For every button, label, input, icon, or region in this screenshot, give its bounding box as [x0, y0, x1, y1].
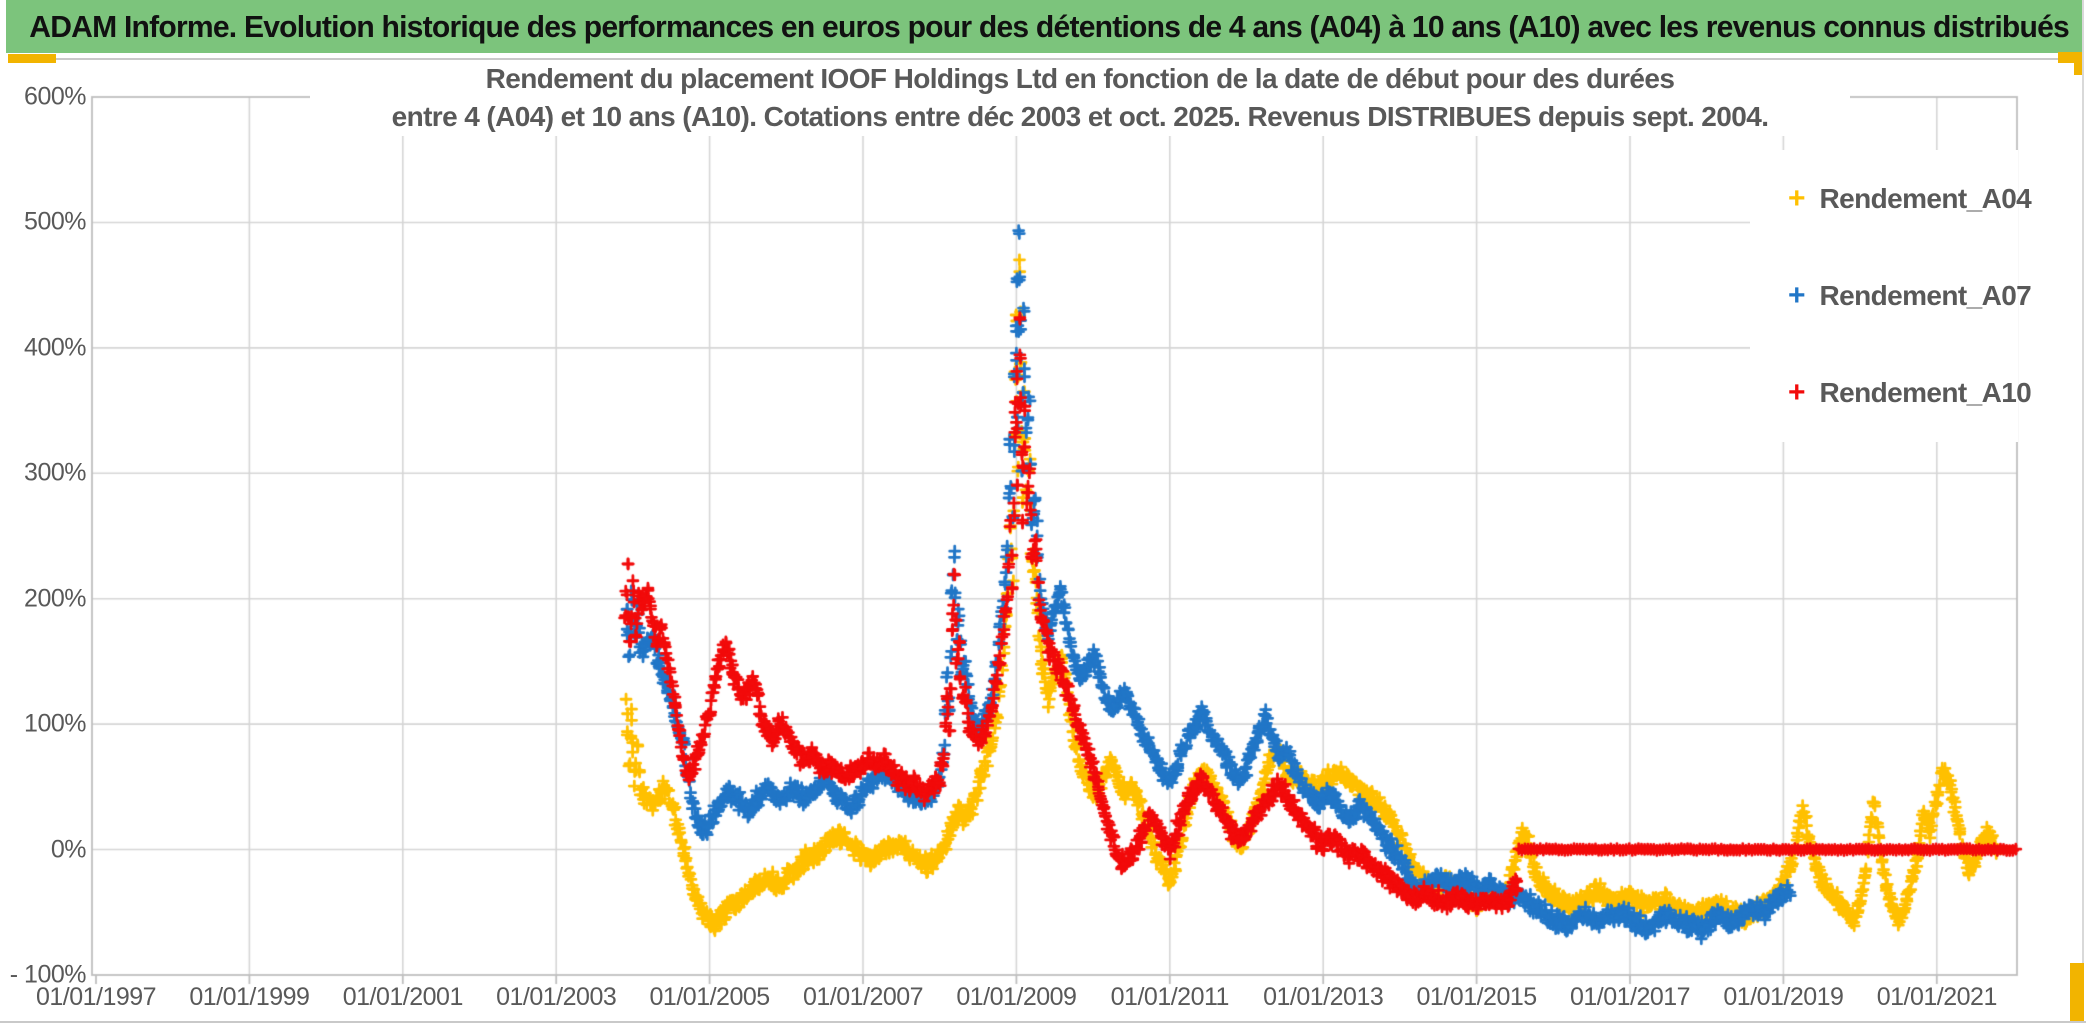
- legend-label: Rendement_A10: [1819, 377, 2032, 409]
- x-axis-label: 01/01/2003: [496, 983, 617, 1011]
- top-hairline: [8, 58, 2080, 60]
- legend-item-rendement_a04: + Rendement_A04: [1750, 181, 2032, 215]
- gold-accent-left: [8, 54, 56, 63]
- chart-title-line1: Rendement du placement IOOF Holdings Ltd…: [485, 63, 1675, 94]
- x-axis-label: 01/01/2005: [649, 983, 771, 1011]
- legend-label: Rendement_A04: [1819, 182, 2032, 214]
- plus-marker-icon: +: [1788, 376, 1806, 410]
- x-axis-label: 01/01/2013: [1263, 983, 1384, 1011]
- x-axis-label: 01/01/2009: [956, 983, 1077, 1011]
- y-axis-label: 400%: [24, 333, 86, 362]
- legend-item-rendement_a07: + Rendement_A07: [1750, 278, 2032, 312]
- plus-marker-icon: +: [1788, 181, 1806, 215]
- y-axis-label: 0%: [50, 835, 87, 864]
- x-axis-label: 01/01/2007: [802, 983, 924, 1011]
- x-axis-label: 01/01/2019: [1723, 983, 1844, 1011]
- bottom-hairline: [0, 1021, 2086, 1023]
- plus-marker-icon: +: [1788, 278, 1806, 312]
- gold-accent-corner-v: [2074, 52, 2084, 75]
- banner-title: ADAM Informe. Evolution historique des p…: [29, 8, 2070, 44]
- x-axis-label: 01/01/2017: [1569, 983, 1691, 1011]
- legend-item-rendement_a10: + Rendement_A10: [1750, 376, 2032, 410]
- chart-title: Rendement du placement IOOF Holdings Ltd…: [310, 60, 1850, 136]
- right-edge-line: [2082, 0, 2084, 1022]
- top-banner: ADAM Informe. Evolution historique des p…: [6, 0, 2083, 53]
- x-axis-label: 01/01/2011: [1110, 983, 1230, 1011]
- chart-legend: + Rendement_A04 + Rendement_A07 + Rendement_A…: [1750, 150, 2032, 442]
- y-axis-label: 100%: [24, 709, 86, 738]
- chart-title-line2: entre 4 (A04) et 10 ans (A10). Cotations…: [391, 101, 1769, 132]
- y-axis-label: - 100%: [9, 960, 87, 989]
- x-axis-label: 01/01/1999: [189, 983, 310, 1011]
- x-axis-label: 01/01/1997: [35, 983, 157, 1011]
- y-axis-label: 300%: [24, 458, 86, 487]
- y-axis-label: 500%: [24, 207, 86, 236]
- gold-accent-right: [2070, 963, 2084, 1022]
- legend-label: Rendement_A07: [1819, 279, 2032, 311]
- x-axis-label: 01/01/2021: [1876, 983, 1998, 1011]
- x-axis-label: 01/01/2001: [342, 983, 464, 1011]
- x-axis-label: 01/01/2015: [1416, 983, 1538, 1011]
- y-axis-label: 200%: [24, 584, 86, 613]
- gold-accent-corner-h: [2058, 52, 2084, 63]
- y-axis-label: 600%: [24, 82, 86, 111]
